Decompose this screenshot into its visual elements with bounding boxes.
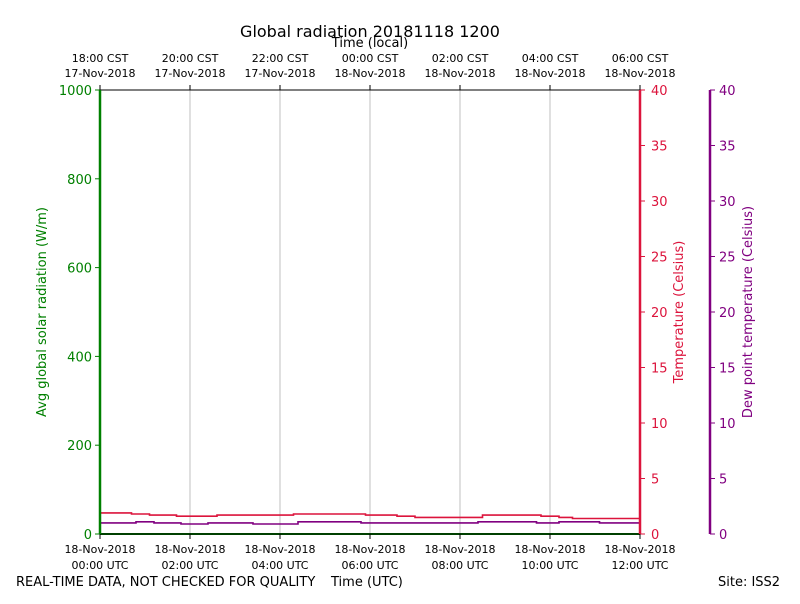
top-tick-date-5: 18-Nov-2018 <box>514 67 585 80</box>
left-tick-label-1: 200 <box>67 439 92 454</box>
right1-tick-label-4: 20 <box>651 306 668 321</box>
x-axis-top-label: Time (local) <box>331 36 408 51</box>
right1-tick-label-3: 15 <box>651 362 668 377</box>
right1-tick-label-5: 25 <box>651 251 668 266</box>
bottom-tick-time-0: 00:00 UTC <box>71 559 128 572</box>
top-tick-time-0: 18:00 CST <box>72 52 129 65</box>
top-tick-date-1: 17-Nov-2018 <box>154 67 225 80</box>
top-tick-time-4: 02:00 CST <box>432 52 489 65</box>
bottom-tick-date-2: 18-Nov-2018 <box>244 543 315 556</box>
right2-tick-label-5: 25 <box>719 251 736 266</box>
top-tick-date-4: 18-Nov-2018 <box>424 67 495 80</box>
top-tick-date-3: 18-Nov-2018 <box>334 67 405 80</box>
right2-tick-label-0: 0 <box>719 528 727 543</box>
x-axis-bottom-label: Time (UTC) <box>331 575 403 590</box>
left-tick-label-4: 800 <box>67 173 92 188</box>
right2-tick-label-3: 15 <box>719 362 736 377</box>
axes-layer <box>98 89 712 535</box>
right1-tick-label-7: 35 <box>651 140 668 155</box>
bottom-tick-date-5: 18-Nov-2018 <box>514 543 585 556</box>
bottom-tick-date-4: 18-Nov-2018 <box>424 543 495 556</box>
bottom-tick-time-6: 12:00 UTC <box>611 559 668 572</box>
top-tick-time-2: 22:00 CST <box>252 52 309 65</box>
right1-tick-label-2: 10 <box>651 417 668 432</box>
series-line-right1 <box>100 512 640 520</box>
left-tick-label-5: 1000 <box>59 84 92 99</box>
right1-tick-label-0: 0 <box>651 528 659 543</box>
left-tick-label-0: 0 <box>84 528 92 543</box>
top-tick-time-1: 20:00 CST <box>162 52 219 65</box>
y-axis-right2-label: Dew point temperature (Celsius) <box>741 206 756 418</box>
site-label: Site: ISS2 <box>718 575 781 590</box>
top-tick-date-6: 18-Nov-2018 <box>604 67 675 80</box>
bottom-tick-date-1: 18-Nov-2018 <box>154 543 225 556</box>
bottom-tick-date-6: 18-Nov-2018 <box>604 543 675 556</box>
top-tick-date-0: 17-Nov-2018 <box>64 67 135 80</box>
grid-layer <box>189 90 551 534</box>
chart-title: Global radiation 20181118 1200 <box>240 22 500 41</box>
bottom-tick-time-3: 06:00 UTC <box>341 559 398 572</box>
bottom-tick-time-2: 04:00 UTC <box>251 559 308 572</box>
bottom-tick-date-3: 18-Nov-2018 <box>334 543 405 556</box>
top-tick-time-5: 04:00 CST <box>522 52 579 65</box>
bottom-tick-time-1: 02:00 UTC <box>161 559 218 572</box>
quality-disclaimer: REAL-TIME DATA, NOT CHECKED FOR QUALITY <box>16 575 316 590</box>
right1-tick-label-1: 5 <box>651 473 659 488</box>
left-tick-label-3: 600 <box>67 262 92 277</box>
bottom-tick-time-4: 08:00 UTC <box>431 559 488 572</box>
series-line-right2 <box>100 521 640 525</box>
right2-tick-label-6: 30 <box>719 195 736 210</box>
ticks-layer: 0200400600800100005101520253035400510152… <box>59 52 736 572</box>
right2-tick-label-7: 35 <box>719 140 736 155</box>
right2-tick-label-8: 40 <box>719 84 736 99</box>
right2-tick-label-4: 20 <box>719 306 736 321</box>
bottom-tick-date-0: 18-Nov-2018 <box>64 543 135 556</box>
y-axis-left-label: Avg global solar radiation (W/m) <box>35 207 50 417</box>
right2-tick-label-2: 10 <box>719 417 736 432</box>
top-tick-time-3: 00:00 CST <box>342 52 399 65</box>
bottom-tick-time-5: 10:00 UTC <box>521 559 578 572</box>
y-axis-right1-label: Temperature (Celsius) <box>672 241 687 385</box>
top-tick-time-6: 06:00 CST <box>612 52 669 65</box>
top-tick-date-2: 17-Nov-2018 <box>244 67 315 80</box>
right1-tick-label-8: 40 <box>651 84 668 99</box>
right1-tick-label-6: 30 <box>651 195 668 210</box>
left-tick-label-2: 400 <box>67 350 92 365</box>
right2-tick-label-1: 5 <box>719 473 727 488</box>
